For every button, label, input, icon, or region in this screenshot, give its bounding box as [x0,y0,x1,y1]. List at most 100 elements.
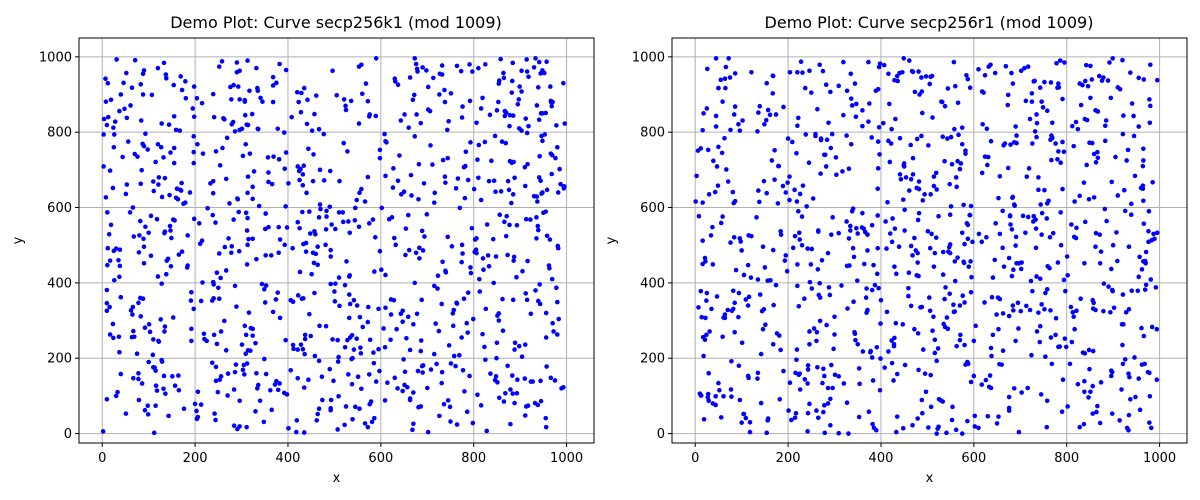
scatter-point [745,303,751,308]
scatter-point [944,315,950,320]
scatter-point [496,78,502,83]
scatter-point [401,357,406,362]
scatter-point [800,70,805,75]
scatter-point [516,343,522,349]
scatter-point [815,415,821,421]
scatter-point [900,197,906,202]
scatter-point [300,172,306,177]
scatter-point [756,188,761,193]
scatter-point [1085,83,1091,89]
scatter-point [1133,394,1138,400]
scatter-point [424,68,429,73]
scatter-point [1049,133,1054,138]
scatter-point [940,272,946,277]
scatter-point [107,168,113,173]
scatter-point [453,363,458,369]
scatter-point [491,178,497,184]
scatter-point [131,375,136,381]
scatter-point [557,166,562,172]
scatter-point [1029,99,1035,104]
scatter-point [159,359,165,364]
scatter-point [494,108,500,113]
scatter-point [1120,131,1126,137]
scatter-point [854,225,859,231]
scatter-point [893,116,898,122]
scatter-point [1055,85,1060,91]
scatter-point [958,332,963,338]
scatter-point [880,120,886,126]
scatter-point [558,181,563,187]
scatter-point [159,281,164,286]
scatter-point [332,299,338,304]
scatter-point [716,85,721,91]
scatter-point [886,349,891,354]
scatter-point [943,285,948,290]
scatter-point [365,424,371,430]
scatter-point [522,413,528,418]
scatter-point [765,278,770,283]
scatter-point [1058,160,1063,166]
scatter-point [332,289,337,294]
scatter-point [253,340,258,346]
scatter-point [795,69,800,75]
scatter-point [532,400,538,406]
scatter-point [1037,323,1043,329]
scatter-point [549,276,555,282]
scatter-point [418,120,424,126]
scatter-point [524,130,530,136]
scatter-point [894,371,900,377]
scatter-point [447,404,453,410]
scatter-point [330,337,335,342]
scatter-point [382,398,388,403]
scatter-point [1148,277,1154,282]
scatter-point [1036,310,1041,315]
scatter-point [107,258,113,263]
scatter-point [442,174,448,179]
scatter-point [373,379,379,384]
scatter-point [141,68,147,73]
scatter-point [239,342,245,347]
scatter-point [759,308,765,314]
scatter-point [876,124,882,130]
scatter-point [269,181,275,187]
scatter-point [919,397,925,403]
scatter-point [720,99,725,104]
scatter-point [200,280,205,285]
scatter-point [307,311,312,317]
scatter-point [159,194,165,200]
scatter-point [795,262,800,267]
scatter-point [886,71,891,77]
scatter-point [910,172,916,177]
scatter-point [834,172,839,178]
scatter-point [255,126,261,132]
scatter-point [787,380,793,386]
scatter-point [822,152,828,158]
scatter-point [948,134,954,140]
scatter-point [909,68,915,74]
scatter-point [194,416,200,422]
scatter-point [919,75,924,80]
scatter-point [1146,209,1152,214]
scatter-point [494,355,499,361]
scatter-point [407,396,413,401]
scatter-point [149,92,155,98]
scatter-point [359,386,364,392]
scatter-point [341,97,347,102]
scatter-point [500,328,506,334]
scatter-point [884,309,890,315]
scatter-point [824,137,830,143]
scatter-point [544,364,549,369]
x-tick-label: 400 [869,451,894,466]
scatter-point [1015,300,1021,306]
scatter-point [351,347,357,352]
scatter-point [945,136,950,141]
scatter-point [1107,60,1112,65]
y-tick-label: 0 [64,427,72,442]
scatter-point [446,343,452,348]
scatter-point [713,124,719,129]
scatter-point [914,273,920,278]
scatter-point [951,59,957,65]
scatter-point [985,413,991,419]
y-axis-label: y [11,236,26,244]
scatter-point [792,187,797,193]
